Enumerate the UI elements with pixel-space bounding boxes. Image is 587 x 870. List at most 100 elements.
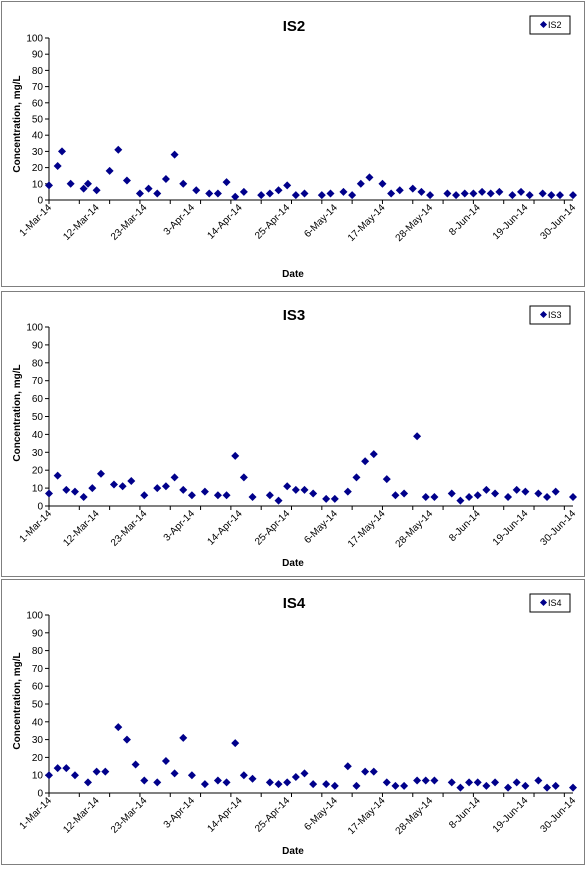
x-tick-label: 14-Apr-14 [205, 795, 245, 835]
data-point [465, 778, 474, 787]
y-tick-label: 30 [32, 448, 44, 459]
data-point [274, 780, 283, 789]
x-tick-label: 6-May-14 [302, 508, 340, 546]
y-tick-label: 40 [32, 430, 44, 441]
data-point [222, 491, 231, 500]
x-tick-label: 14-Apr-14 [205, 202, 245, 242]
data-point [356, 179, 365, 188]
data-point [88, 484, 97, 493]
data-point [352, 781, 361, 790]
data-point [231, 739, 240, 748]
x-tick-label: 19-Jun-14 [491, 202, 531, 242]
y-tick-label: 20 [32, 466, 44, 477]
legend-label: IS2 [548, 20, 562, 30]
data-point [456, 783, 465, 792]
data-point [205, 189, 214, 198]
data-point [551, 487, 560, 496]
x-tick-label: 28-May-14 [394, 202, 436, 244]
y-tick-label: 40 [32, 131, 44, 142]
data-point [222, 178, 231, 187]
y-tick-label: 10 [32, 179, 44, 190]
y-tick-label: 10 [32, 771, 44, 782]
data-point [187, 491, 196, 500]
data-point [504, 493, 513, 502]
data-point [421, 493, 430, 502]
data-point [170, 769, 179, 778]
data-point [430, 493, 439, 502]
data-point [569, 493, 577, 502]
data-point [179, 485, 188, 494]
y-tick-label: 10 [32, 484, 44, 495]
data-point [291, 485, 300, 494]
data-point [534, 776, 543, 785]
y-tick-label: 60 [32, 394, 44, 405]
data-point [79, 493, 88, 502]
x-tick-label: 30-Jun-14 [539, 795, 579, 835]
data-point [447, 778, 456, 787]
data-point [179, 733, 188, 742]
x-tick-label: 1-Mar-14 [18, 508, 55, 545]
x-tick-label: 23-Mar-14 [109, 795, 150, 836]
data-point [248, 493, 257, 502]
data-point [534, 489, 543, 498]
data-point [140, 776, 149, 785]
data-point [265, 778, 274, 787]
data-point [413, 432, 422, 441]
legend-label: IS3 [548, 310, 562, 320]
data-point [378, 179, 387, 188]
data-point [283, 778, 292, 787]
data-point [153, 189, 162, 198]
data-point [122, 176, 131, 185]
data-point [551, 781, 560, 790]
data-point [473, 491, 482, 500]
data-point [83, 778, 92, 787]
data-point [525, 191, 534, 200]
data-point [92, 186, 101, 195]
data-point [135, 189, 144, 198]
data-point [114, 723, 123, 732]
x-tick-label: 12-Mar-14 [61, 508, 102, 549]
data-point [161, 756, 170, 765]
data-point [391, 781, 400, 790]
x-tick-label: 8-Jun-14 [447, 202, 483, 238]
data-point [322, 780, 331, 789]
data-point [538, 189, 547, 198]
data-point [200, 780, 209, 789]
data-point [512, 485, 521, 494]
x-tick-label: 25-Apr-14 [253, 508, 293, 548]
x-tick-label: 19-Jun-14 [491, 795, 531, 835]
data-point [326, 189, 335, 198]
chart-title: IS4 [283, 595, 306, 612]
data-point [161, 482, 170, 491]
data-point [387, 189, 396, 198]
x-tick-label: 1-Mar-14 [18, 795, 55, 832]
y-tick-label: 90 [32, 50, 44, 61]
data-point [70, 771, 79, 780]
data-point [512, 778, 521, 787]
data-point [343, 487, 352, 496]
data-point [465, 493, 474, 502]
data-point [408, 184, 417, 193]
data-point [53, 764, 62, 773]
data-point [66, 179, 75, 188]
chart-panel-is2: IS2 Concentration, mg/L Date IS2 0 10 20 30… [1, 1, 585, 287]
chart-title: IS3 [283, 307, 306, 324]
y-tick-label: 100 [26, 611, 43, 622]
data-point [430, 776, 439, 785]
y-tick-label: 0 [37, 196, 43, 207]
x-tick-label: 17-May-14 [346, 202, 388, 244]
chart-is2: IS2 Concentration, mg/L Date IS2 0 10 20 30… [12, 15, 578, 280]
y-tick-label: 50 [32, 700, 44, 711]
x-tick-label: 28-May-14 [394, 508, 436, 550]
data-point [283, 181, 292, 190]
chart-panel-is3: IS3 Concentration, mg/L Date IS3 0 10 20 30… [1, 291, 585, 577]
data-point [348, 191, 357, 200]
data-point [391, 491, 400, 500]
y-tick-label: 50 [32, 412, 44, 423]
x-tick-label: 17-May-14 [346, 508, 388, 550]
data-point [330, 781, 339, 790]
x-tick-label: 23-Mar-14 [109, 508, 150, 549]
y-tick-label: 80 [32, 66, 44, 77]
y-axis-label: Concentration, mg/L [12, 75, 23, 172]
x-tick-label: 6-May-14 [302, 795, 340, 833]
